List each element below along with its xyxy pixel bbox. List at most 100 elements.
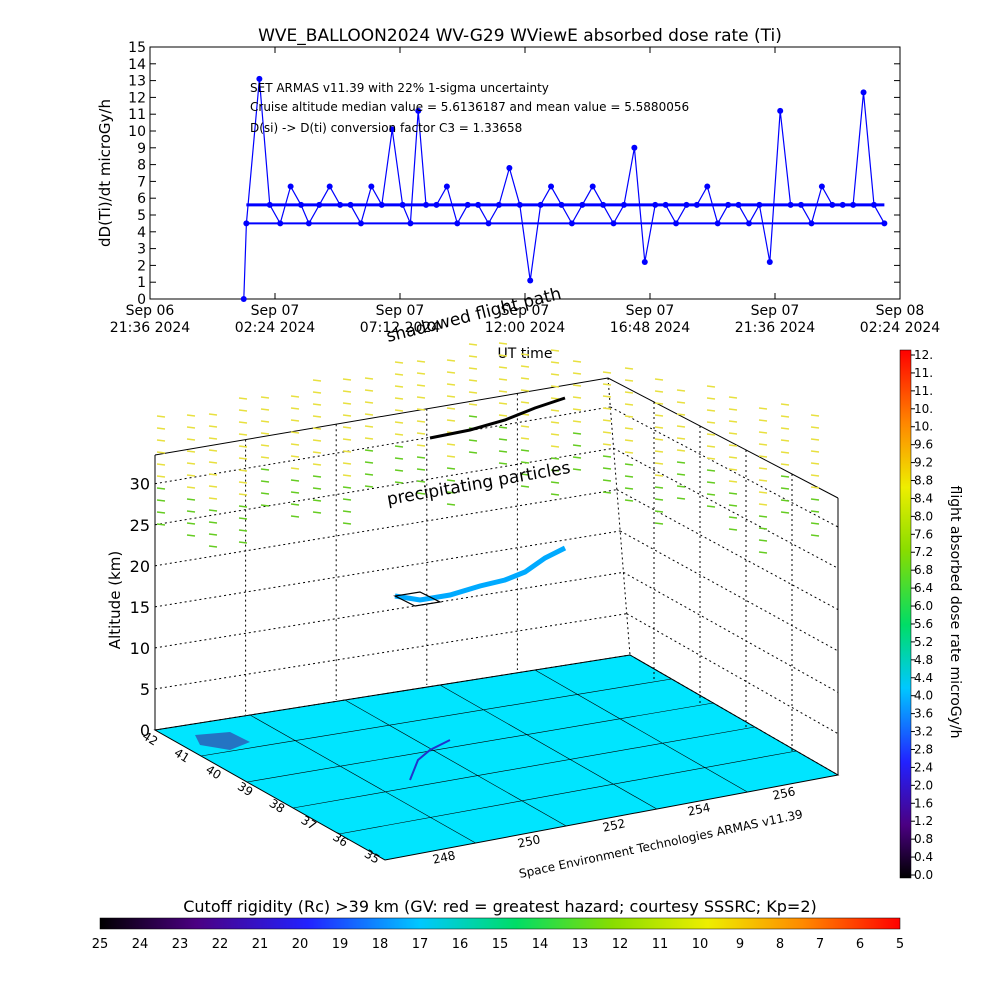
projected-dose-dash <box>186 426 196 429</box>
projected-dose-dash <box>156 523 166 526</box>
dose-point <box>756 201 763 208</box>
projected-dose-dash <box>416 396 426 399</box>
projected-dose-dash <box>520 473 530 476</box>
dose-tick-label: 0.0 <box>914 868 933 882</box>
x-tick-label-date: Sep 07 <box>501 303 550 319</box>
projected-dose-dash <box>238 409 248 412</box>
projected-dose-dash <box>780 499 790 502</box>
projected-dose-dash <box>810 522 820 525</box>
longitude-tick-label: 254 <box>686 800 711 818</box>
longitude-ticks: 248 250 252 254 256 <box>431 784 796 866</box>
dose-point <box>266 201 273 208</box>
projected-dose-dash <box>342 498 352 501</box>
x-tick-label-date: Sep 07 <box>751 303 800 319</box>
projected-dose-dash <box>260 480 270 483</box>
projected-dose-dash <box>394 457 404 460</box>
projected-dose-dash <box>446 443 456 446</box>
projected-dose-dash <box>446 383 456 386</box>
latitude-tick-label: 39 <box>235 779 255 799</box>
y-tick-label: 8 <box>137 158 146 174</box>
projected-dose-dash <box>394 433 404 436</box>
projected-dose-dash <box>260 432 270 435</box>
projected-dose-dash <box>394 385 404 388</box>
rigidity-tick-label: 23 <box>172 937 189 952</box>
projected-dose-dash <box>706 469 716 472</box>
altitude-gridline <box>626 613 839 735</box>
projected-dose-dash <box>446 479 456 482</box>
longitude-tick-label: 256 <box>771 784 796 802</box>
projected-dose-dash <box>520 401 530 404</box>
projected-dose-dash <box>238 505 248 508</box>
altitude-gridline <box>154 571 624 649</box>
projected-dose-dash <box>416 384 426 387</box>
projected-dose-dash <box>706 385 716 388</box>
dose-point <box>433 201 440 208</box>
dose-point <box>735 201 742 208</box>
projected-dose-dash <box>260 408 270 411</box>
dose-point <box>389 126 396 133</box>
projected-dose-dash <box>550 457 560 460</box>
projected-dose-dash <box>312 451 322 454</box>
dose-tick-label: 4.8 <box>914 653 933 667</box>
projected-dose-dash <box>498 390 508 393</box>
y-tick-label: 7 <box>137 174 146 190</box>
projected-dose-dash <box>706 493 716 496</box>
projected-dose-dash <box>550 421 560 424</box>
dose-tick-label: 6.8 <box>914 563 933 577</box>
projected-dose-dash <box>364 485 374 488</box>
projected-dose-dash <box>342 474 352 477</box>
projected-dose-dash <box>706 457 716 460</box>
longitude-tick-label: 252 <box>601 816 626 834</box>
projected-dose-dash <box>572 456 582 459</box>
dose-point <box>454 220 461 227</box>
projected-dose-dash <box>780 475 790 478</box>
dose-point <box>662 201 669 208</box>
floor-gridline <box>292 726 755 809</box>
projected-dose-dash <box>312 475 322 478</box>
dose-point <box>475 201 482 208</box>
projected-dose-dash <box>728 432 738 435</box>
floor-gridline <box>344 699 567 827</box>
projected-dose-dash <box>416 468 426 471</box>
projected-dose-dash <box>520 353 530 356</box>
projected-dose-dash <box>624 463 634 466</box>
dose-tick-label: 4.4 <box>914 671 933 685</box>
projected-dose-dash <box>758 443 768 446</box>
projected-dose-dash <box>706 409 716 412</box>
dose-point <box>485 220 492 227</box>
projected-dose-dash <box>624 451 634 454</box>
projected-dose-dash <box>520 485 530 488</box>
projected-dose-dash <box>572 408 582 411</box>
rigidity-tick-label: 12 <box>612 937 629 952</box>
projected-dose-dash <box>394 481 404 484</box>
projected-dose-dash <box>654 486 664 489</box>
dose-point <box>464 201 471 208</box>
projected-dose-dash <box>780 463 790 466</box>
projected-dose-dash <box>654 402 664 405</box>
projected-dose-dash <box>416 408 426 411</box>
projected-dose-dash <box>676 425 686 428</box>
dose-tick-label: 9.6 <box>914 438 933 452</box>
y-tick-label: 5 <box>137 208 146 224</box>
projected-dose-dash <box>810 462 820 465</box>
rigidity-tick-label: 25 <box>92 937 109 952</box>
top-series-group <box>240 75 888 302</box>
projected-dose-dash <box>654 510 664 513</box>
projected-dose-dash <box>238 433 248 436</box>
altitude-ticks: 0 5 10 15 20 25 30 <box>130 475 150 740</box>
projected-dose-dash <box>342 450 352 453</box>
projected-dose-dash <box>446 455 456 458</box>
projected-dose-dash <box>602 479 612 482</box>
projected-dose-dash <box>260 468 270 471</box>
rigidity-tick-label: 7 <box>816 937 824 952</box>
projected-dose-dash <box>290 455 300 458</box>
projected-dose-dash <box>446 395 456 398</box>
dose-point <box>568 220 575 227</box>
dose-tick-label: 6.4 <box>914 581 933 595</box>
projected-dose-dash <box>394 469 404 472</box>
projected-dose-dash <box>364 449 374 452</box>
dose-point <box>850 201 857 208</box>
y-tick-label: 11 <box>128 107 146 123</box>
dose-tick-label: 0.4 <box>914 850 933 864</box>
projected-dose-dash <box>208 413 218 416</box>
